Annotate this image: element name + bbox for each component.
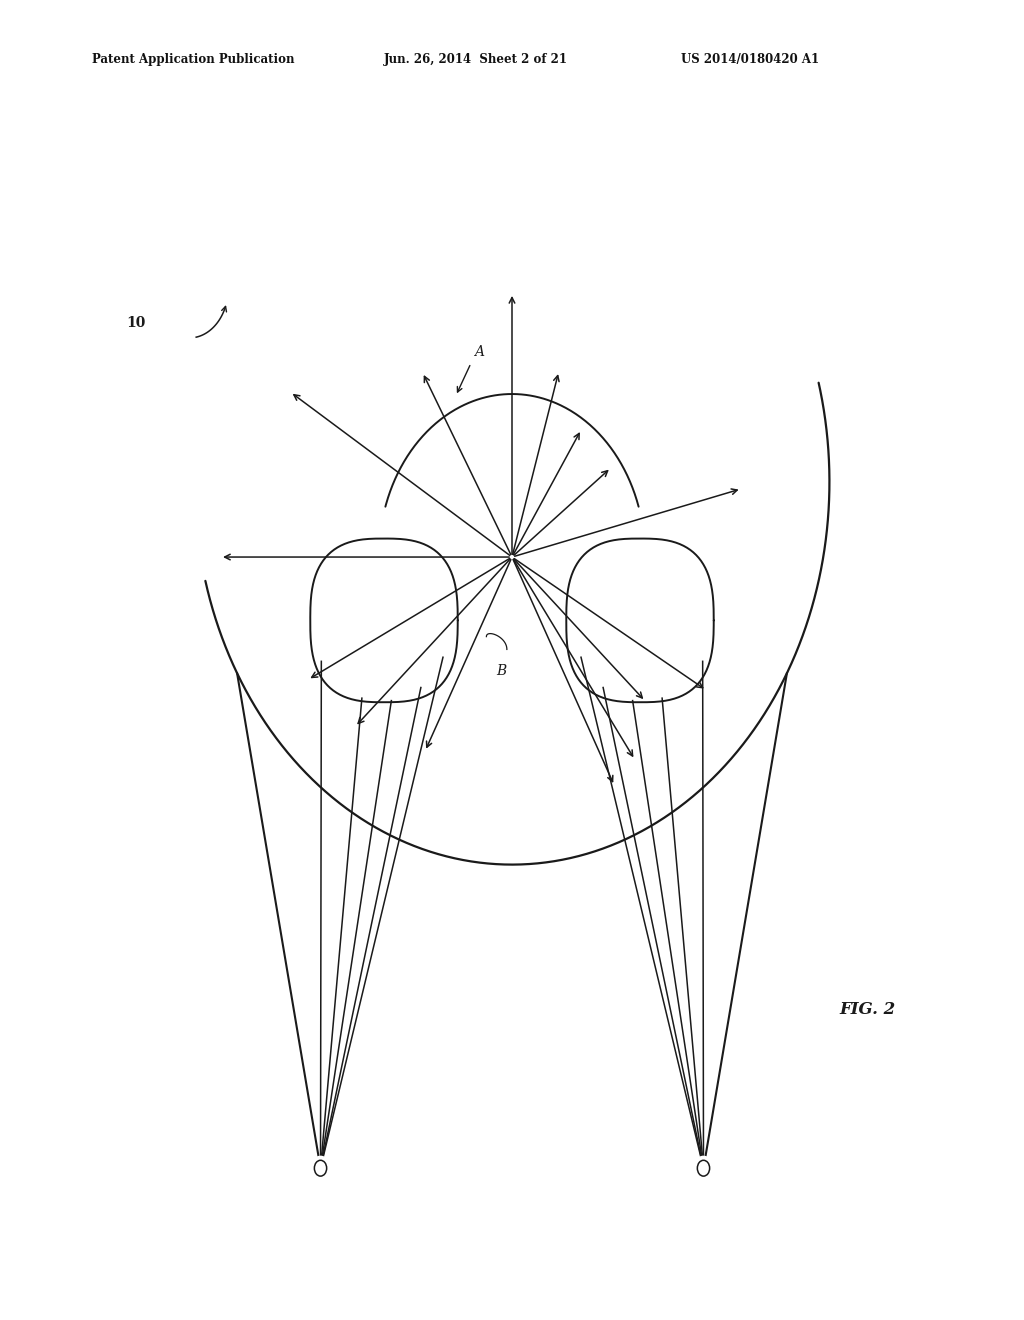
Text: Jun. 26, 2014  Sheet 2 of 21: Jun. 26, 2014 Sheet 2 of 21 (384, 53, 568, 66)
Text: 10: 10 (127, 317, 145, 330)
Text: FIG. 2: FIG. 2 (840, 1002, 896, 1018)
Text: US 2014/0180420 A1: US 2014/0180420 A1 (681, 53, 819, 66)
Text: A: A (474, 345, 484, 359)
Circle shape (311, 1156, 330, 1180)
Circle shape (694, 1156, 713, 1180)
Text: Patent Application Publication: Patent Application Publication (92, 53, 295, 66)
Text: B: B (497, 664, 507, 677)
